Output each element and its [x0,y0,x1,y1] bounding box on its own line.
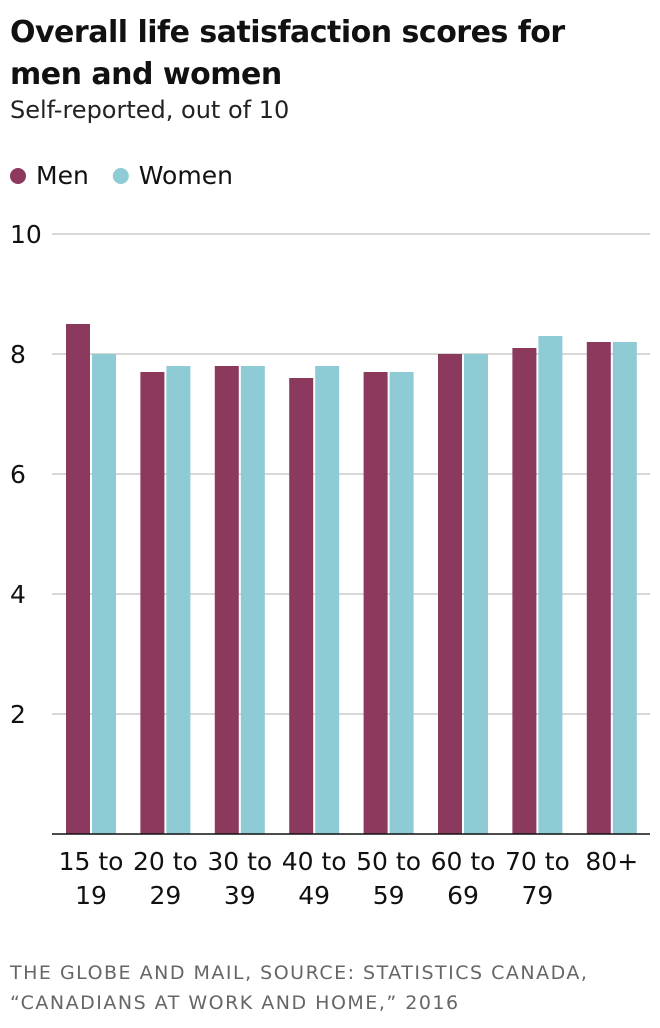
legend-swatch [112,168,129,184]
x-tick-label: 80+ [585,847,639,876]
y-tick-label: 10 [10,220,42,249]
x-tick-label: 20 to 29 [132,847,198,910]
bar [92,354,116,834]
bar [586,342,611,834]
bar [315,366,340,834]
y-tick-label: 4 [10,580,26,609]
chart-subtitle: Self-reported, out of 10 [10,96,290,124]
bar [66,324,90,834]
chart-title: Overall life satisfaction scores for men… [10,15,565,92]
x-tick-label: 40 to 49 [281,847,347,910]
bar [389,372,414,834]
bar [214,366,239,834]
bar [464,354,488,834]
bar [612,342,637,834]
y-tick-label: 8 [10,340,26,369]
bar [289,378,314,834]
legend-label: Women [139,161,233,190]
y-tick-label: 6 [10,460,26,489]
bar [140,372,165,834]
source-note: THE GLOBE AND MAIL, SOURCE: STATISTICS C… [10,962,589,1014]
bar [512,348,537,834]
bar [363,372,388,834]
bar [166,366,191,834]
y-tick-label: 2 [10,700,26,729]
bar [538,336,563,834]
bar [438,354,462,834]
x-tick-label: 15 to 19 [58,847,124,910]
x-tick-label: 50 to 59 [356,847,422,910]
legend-swatch [10,168,26,184]
bar [240,366,265,834]
x-tick-label: 30 to 39 [207,847,273,910]
legend-label: Men [36,161,89,190]
x-tick-label: 70 to 79 [504,847,570,910]
x-tick-label: 60 to 69 [430,847,496,910]
